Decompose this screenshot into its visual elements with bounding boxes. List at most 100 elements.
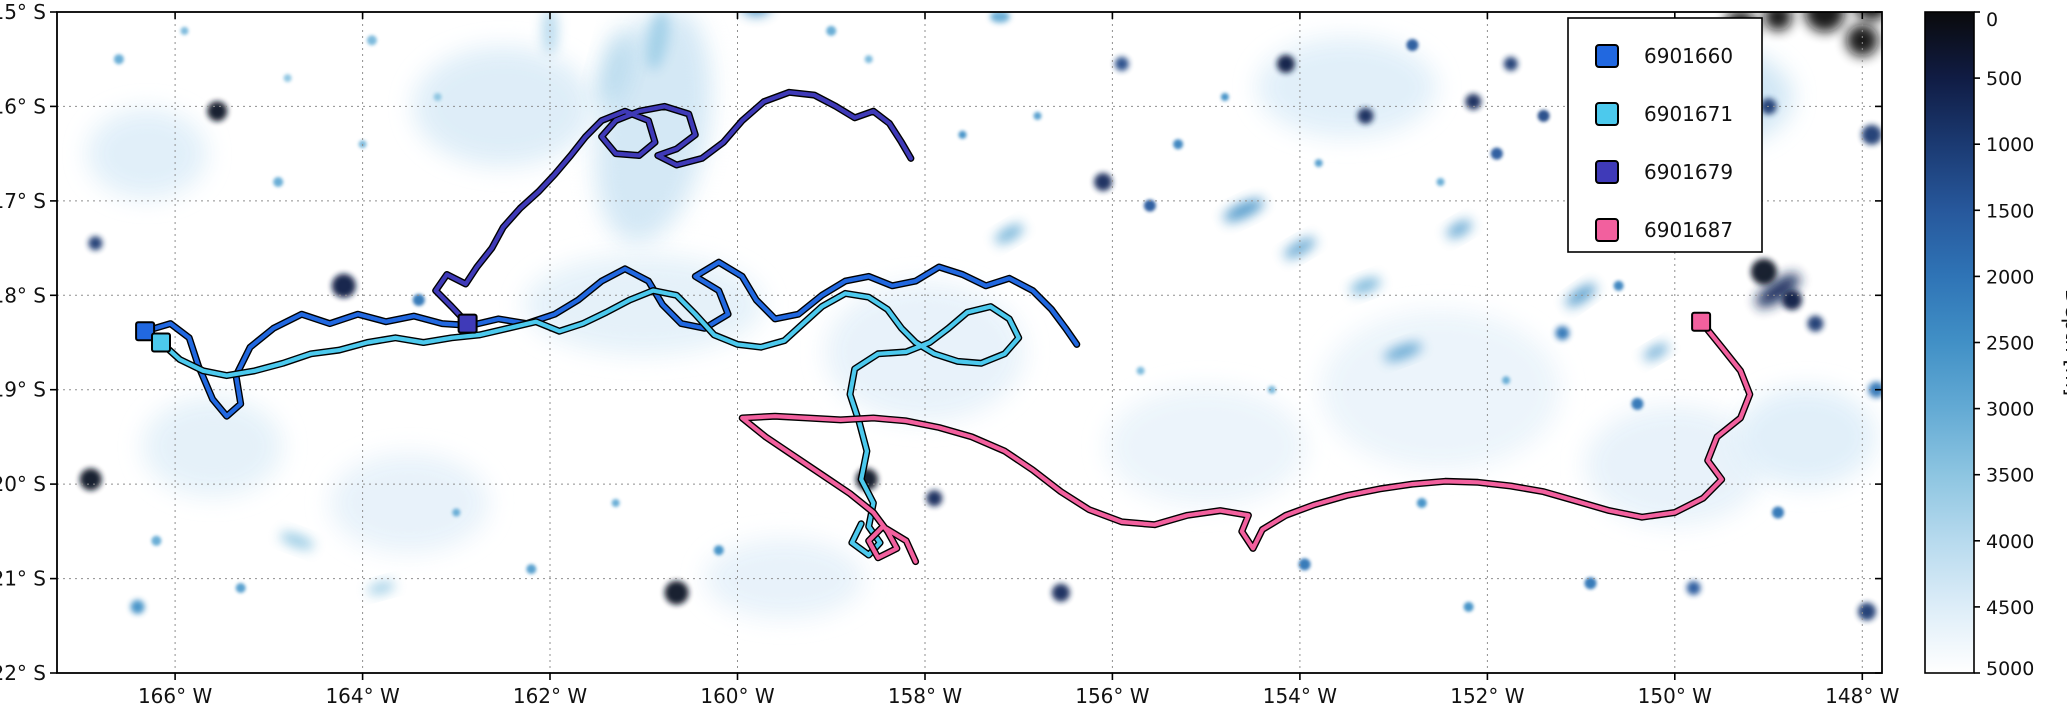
seamount-blob <box>1033 111 1042 120</box>
start-marker-6901687 <box>1691 311 1712 332</box>
seamount-blob <box>329 453 490 553</box>
seamount-blob <box>235 583 246 593</box>
seamount-blob <box>79 468 102 491</box>
seamount-blob <box>1256 37 1437 138</box>
seamount-blob <box>1861 124 1882 145</box>
seamount-blob <box>1537 109 1550 122</box>
legend-item: 6901671 <box>1595 102 1733 126</box>
seamount-blob <box>864 55 873 64</box>
y-tick-label: 16° S <box>0 94 46 118</box>
seamount-blob <box>664 580 689 605</box>
colorbar: 0 500 1000 1500 2000 2500 3000 3500 4000 4500 5000… <box>1924 9 2067 680</box>
x-tick-label: 156° W <box>1075 684 1150 708</box>
start-marker-6901660 <box>135 321 156 342</box>
legend-item: 6901687 <box>1595 218 1733 242</box>
seamount-blob <box>113 54 124 65</box>
seamount-blob <box>130 599 145 614</box>
seamount-blob <box>1804 12 1845 32</box>
legend-swatch <box>1595 44 1619 68</box>
x-tick-label: 166° W <box>138 684 213 708</box>
seamount-blob <box>1320 309 1561 470</box>
seamount-blob <box>88 236 103 251</box>
seamount-blob <box>1463 601 1474 612</box>
seamount-blob <box>1807 315 1824 332</box>
seamount-blob <box>600 29 632 108</box>
y-tick-label: 21° S <box>0 567 46 591</box>
seamount-blob <box>1298 558 1311 571</box>
seamount-blob <box>611 499 620 507</box>
legend: 6901660 6901671 6901679 6901687 <box>1567 17 1763 253</box>
seamount-blob <box>1613 280 1624 291</box>
seamount-blob <box>1350 277 1381 294</box>
seamount-blob <box>207 101 228 122</box>
y-tick-label: 18° S <box>0 283 46 307</box>
x-tick-label: 150° W <box>1638 684 1713 708</box>
seamount-blob <box>1446 220 1472 238</box>
seamount-blob <box>1782 290 1802 310</box>
colorbar-tick-label: 4500 <box>1986 597 2034 619</box>
seamount-blob <box>1136 366 1145 375</box>
seamount-blob <box>273 177 284 187</box>
seamount-blob <box>1643 343 1669 361</box>
seamount-blob <box>279 532 315 550</box>
seamount-blob <box>1686 581 1701 595</box>
seamount-blob <box>1220 93 1229 101</box>
seamount-blob <box>646 12 669 70</box>
seamount-blob <box>1406 39 1419 51</box>
seamount-blob <box>1276 54 1295 73</box>
seamount-blob <box>1750 258 1777 285</box>
seamount-blob <box>1858 602 1876 621</box>
colorbar-tick-label: 4000 <box>1986 531 2034 553</box>
seamount-blob <box>1772 506 1784 519</box>
y-tick-label: 15° S <box>0 0 46 24</box>
seamount-blob <box>1416 498 1427 508</box>
colorbar-tick-label: 2500 <box>1986 333 2034 355</box>
legend-item: 6901679 <box>1595 160 1733 184</box>
seamount-blob <box>1584 577 1597 590</box>
colorbar-tick-label: 3500 <box>1986 465 2034 487</box>
seamount-blob <box>1173 139 1184 150</box>
seamount-blob <box>433 93 442 101</box>
legend-swatch <box>1595 218 1619 242</box>
seamount-blob <box>367 581 395 595</box>
seamount-blob <box>826 25 837 36</box>
x-tick-label: 152° W <box>1450 684 1525 708</box>
seamount-blob <box>1384 343 1422 361</box>
seamount-blob <box>142 396 283 497</box>
seamount-blob <box>87 108 207 199</box>
seamount-blob <box>990 12 1010 23</box>
seamount-blob <box>413 46 594 167</box>
seamount-blob <box>331 273 356 298</box>
start-marker-6901671 <box>151 332 171 353</box>
trajectory-6901679 <box>433 90 913 326</box>
plot-border <box>56 11 1883 674</box>
seamount-blob <box>1114 56 1129 71</box>
colorbar-tick-label: 0 <box>1986 9 1998 31</box>
legend-label: 6901671 <box>1644 102 1733 126</box>
legend-label: 6901687 <box>1644 218 1733 242</box>
seamount-blob <box>526 564 537 575</box>
seamount-blob <box>1764 12 1792 31</box>
colorbar-tick-label: 1000 <box>1986 134 2034 156</box>
colorbar-tick-label: 500 <box>1986 68 2022 90</box>
seamount-blob <box>1094 173 1113 191</box>
legend-swatch <box>1595 102 1619 126</box>
seamount-blob <box>1284 237 1316 259</box>
colorbar-tick-label: 3000 <box>1986 399 2034 421</box>
seamount-blob <box>180 26 189 35</box>
legend-label: 6901660 <box>1644 44 1733 68</box>
trajectory-6901687 <box>740 319 1752 564</box>
seamount-blob <box>926 490 943 507</box>
y-tick-label: 20° S <box>0 472 46 496</box>
legend-item: 6901660 <box>1595 44 1733 68</box>
x-tick-label: 148° W <box>1825 684 1900 708</box>
seamount-blob <box>1223 199 1264 222</box>
seamount-blob <box>412 294 425 306</box>
x-tick-label: 164° W <box>325 684 400 708</box>
seamount-blob <box>1846 24 1879 57</box>
y-tick-label: 17° S <box>0 189 46 213</box>
x-tick-label: 154° W <box>1263 684 1338 708</box>
colorbar-tick-label: 5000 <box>1986 658 2034 680</box>
